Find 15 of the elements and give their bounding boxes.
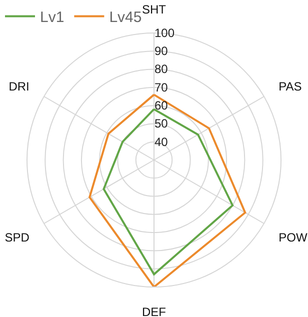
legend-label: Lv1 xyxy=(40,9,64,26)
spoke-label: DEF xyxy=(142,304,166,317)
legend-label: Lv45 xyxy=(109,9,142,26)
spoke-label: DRI xyxy=(8,79,30,94)
y-tick-label: 100 xyxy=(154,26,175,40)
y-tick-label: 50 xyxy=(154,116,168,131)
y-tick-label: 90 xyxy=(154,44,168,58)
spoke-label: SPD xyxy=(4,230,30,245)
spoke-label: PAS xyxy=(278,79,302,94)
y-tick-label: 70 xyxy=(154,80,168,94)
spoke-label: POW xyxy=(278,230,308,245)
y-tick-label: 80 xyxy=(154,62,168,76)
spoke-label: SHT xyxy=(142,2,167,17)
y-tick-label: 40 xyxy=(154,134,168,149)
y-tick-label: 60 xyxy=(154,98,168,112)
